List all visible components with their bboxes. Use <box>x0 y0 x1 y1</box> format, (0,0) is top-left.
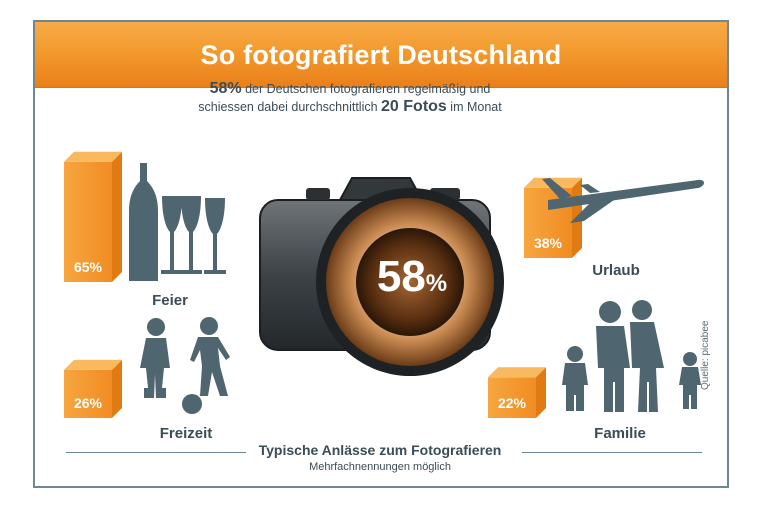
bar-label-group: 65% 38% 26% 22% <box>74 235 563 411</box>
headline-percent: 58 <box>209 80 228 97</box>
footer-title: Typische Anlässe zum Fotografieren <box>258 442 502 458</box>
airplane-icon <box>542 178 704 223</box>
headline: 58% der Deutschen fotografieren regelmäß… <box>165 80 535 116</box>
center-value: 58% <box>352 252 472 302</box>
bar-value-label: 26% <box>74 395 103 411</box>
headline-line-2: schiessen dabei durchschnittlich 20 Foto… <box>165 98 535 116</box>
center-value-number: 58 <box>376 252 426 301</box>
source-note: Quelle: picabee <box>700 320 711 391</box>
headline-text-3: im Monat <box>446 100 502 114</box>
category-label-familie: Familie <box>594 425 646 442</box>
category-label-freizeit: Freizeit <box>159 425 213 442</box>
bar-freizeit <box>64 359 122 418</box>
headline-text-2: schiessen dabei durchschnittlich <box>198 100 382 114</box>
bar-value-label: 22% <box>498 395 527 411</box>
headline-percent-unit: % <box>227 80 242 97</box>
headline-count: 20 Fotos <box>381 98 447 115</box>
category-label-urlaub: Urlaub <box>592 262 640 279</box>
footer-divider-left <box>66 452 246 453</box>
bar-familie <box>488 367 546 418</box>
page-title: So fotografiert Deutschland <box>200 40 562 70</box>
footer-subtitle: Mehrfachnennungen möglich <box>309 461 451 473</box>
category-label-feier: Feier <box>152 292 188 309</box>
title-banner: So fotografiert Deutschland <box>35 22 727 88</box>
footer-divider-right <box>522 452 702 453</box>
camera-icon <box>259 177 504 376</box>
family-icon <box>562 300 701 412</box>
center-value-unit: % <box>425 270 448 297</box>
headline-text-1: der Deutschen fotografieren regelmäßig u… <box>241 82 491 96</box>
bar-group <box>64 151 582 418</box>
children-icon <box>140 317 230 414</box>
champagne-icon <box>129 163 226 281</box>
bar-value-label: 38% <box>534 235 563 251</box>
bar-value-label: 65% <box>74 259 103 275</box>
headline-line-1: 58% der Deutschen fotografieren regelmäß… <box>165 80 535 98</box>
bar-feier <box>64 151 122 282</box>
